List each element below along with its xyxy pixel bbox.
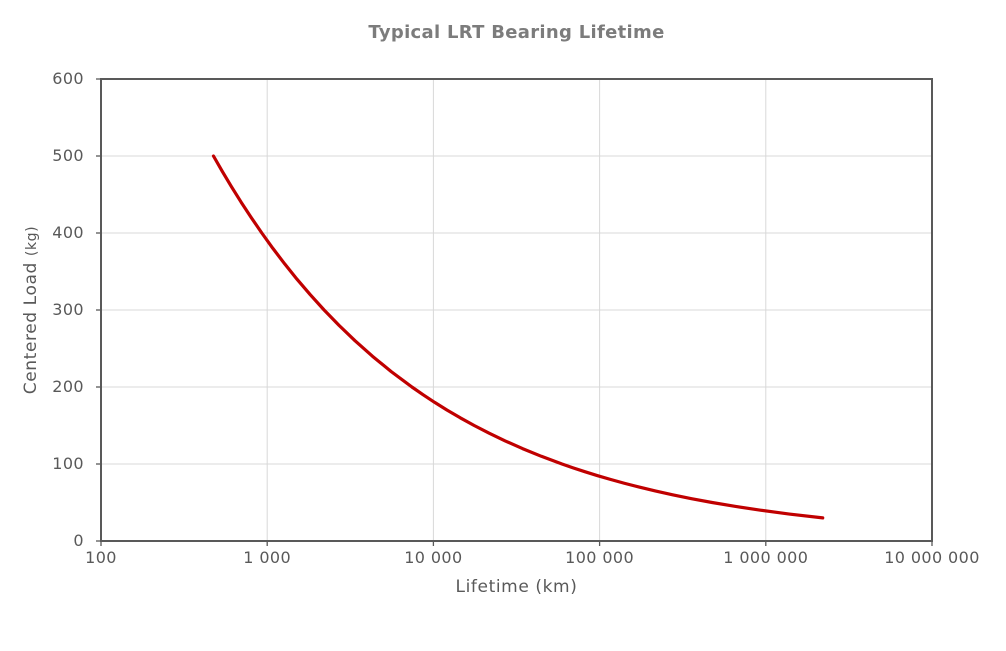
x-axis-title: Lifetime (km) — [455, 577, 578, 597]
y-tick-label: 300 — [52, 300, 84, 319]
plot-border — [100, 78, 933, 542]
chart-title: Typical LRT Bearing Lifetime — [368, 22, 665, 43]
x-tick-label: 1 000 — [243, 548, 292, 567]
y-tick-label: 500 — [52, 146, 84, 165]
x-tick-label: 100 — [85, 548, 117, 567]
plot-svg — [96, 78, 933, 546]
y-axis-title-text: Centered Load — [21, 262, 41, 395]
y-tick-label: 0 — [73, 531, 84, 550]
x-tick-label: 10 000 — [404, 548, 463, 567]
y-tick-label: 100 — [52, 454, 84, 473]
y-tick-label: 600 — [52, 69, 84, 88]
y-tick-label: 200 — [52, 377, 84, 396]
plot-area — [96, 78, 933, 546]
series-curve — [211, 154, 825, 520]
x-tick-label: 100 000 — [565, 548, 635, 567]
x-tick-label: 1 000 000 — [723, 548, 809, 567]
x-tick-label: 10 000 000 — [884, 548, 980, 567]
y-tick-label: 400 — [52, 223, 84, 242]
